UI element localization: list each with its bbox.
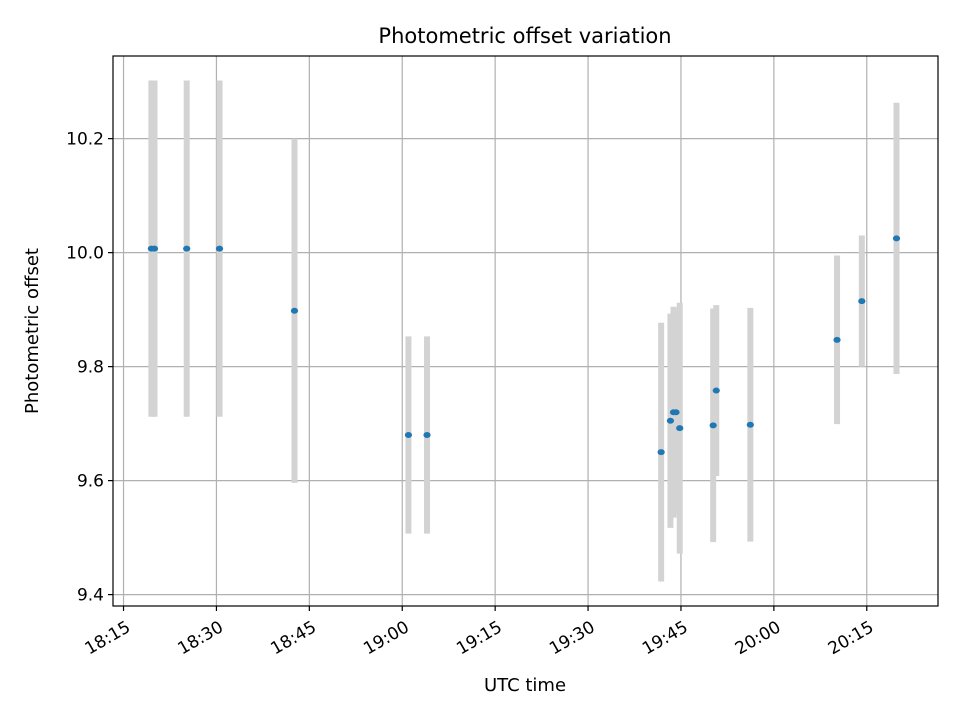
data-point (858, 298, 866, 305)
data-point (709, 422, 717, 429)
plot-area (113, 56, 938, 606)
data-points (147, 235, 901, 456)
y-axis-label: Photometric offset (22, 248, 43, 414)
data-point (676, 425, 684, 432)
y-tick-label: 10.0 (66, 244, 104, 264)
x-axis-label: UTC time (484, 675, 566, 696)
chart-title: Photometric offset variation (378, 24, 671, 48)
y-tick-label: 9.6 (77, 472, 104, 492)
data-point (892, 235, 901, 242)
data-point (666, 417, 675, 424)
data-point (712, 387, 720, 394)
data-point (183, 245, 191, 252)
y-tick-label: 9.8 (77, 358, 104, 378)
y-tick-label: 10.2 (66, 130, 104, 150)
data-point (150, 245, 159, 252)
data-point (672, 409, 680, 416)
y-tick-label: 9.4 (77, 586, 104, 606)
data-point (657, 449, 665, 456)
data-point (290, 307, 299, 314)
data-point (833, 336, 841, 343)
data-point (404, 432, 413, 439)
y-axis-ticks: 9.4 9.6 9.8 10.0 10.2 (66, 130, 113, 606)
plot-frame (112, 55, 939, 607)
data-point (746, 421, 754, 428)
data-point (215, 245, 224, 252)
data-point (423, 432, 431, 439)
